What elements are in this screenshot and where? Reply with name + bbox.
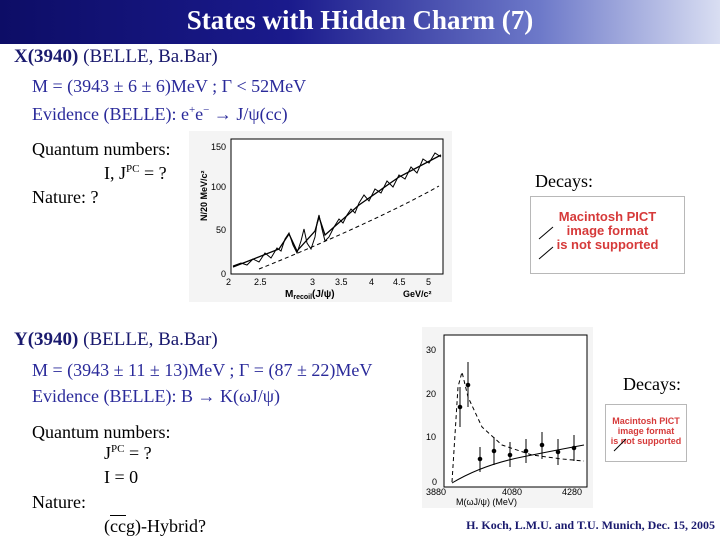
y3940-mass-line: M = (3943 ± 11 ± 13)MeV ; Γ = (87 ± 22)M… — [32, 360, 373, 380]
x3940-plot-ylabel: N/20 MeV/c² — [199, 170, 209, 221]
y3940-pict-line2: image format — [617, 426, 675, 436]
evidence-mid: e — [195, 104, 204, 124]
xlabel-main: M — [285, 289, 293, 300]
x3940-quantum-value: I, JPC = ? — [104, 163, 167, 184]
hybrid-tail: g)-Hybrid? — [125, 516, 206, 536]
y3940-pict-broken-marks — [613, 438, 627, 452]
x3940-heading: X(3940) (BELLE, Ba.Bar) — [14, 46, 218, 68]
x3940-pict-line1: Macintosh PICT — [558, 209, 657, 224]
jpc-pc: PC — [111, 443, 125, 455]
xlabel-sub: recoil — [293, 294, 312, 301]
x3940-signal-fit — [232, 154, 442, 268]
page-title: States with Hidden Charm (7) — [186, 5, 534, 35]
x3940-xtick: 3 — [310, 277, 315, 287]
y3940-experiments: (BELLE, Ba.Bar) — [78, 329, 218, 350]
x3940-ytick: 50 — [216, 225, 226, 235]
x3940-ytick: 0 — [221, 269, 226, 279]
x3940-plot-xlabel: Mrecoil(J/ψ) — [285, 289, 335, 301]
y3940-decays-label: Decays: — [623, 374, 681, 394]
x3940-decays-label: Decays: — [535, 171, 593, 191]
x3940-quantum-label: Quantum numbers: — [32, 139, 171, 159]
x3940-plot-svg: N/20 MeV/c² 150 100 50 0 2 2.5 3 3.5 4 4… — [189, 131, 452, 302]
y3940-heading: Y(3940) (BELLE, Ba.Bar) — [14, 329, 218, 351]
hybrid-cc: cc — [110, 516, 126, 536]
y3940-data-points — [457, 362, 577, 472]
x3940-nature: Nature: ? — [32, 187, 99, 207]
qn-value: I, J — [104, 163, 126, 183]
y3940-evidence: Evidence (BELLE): B → K(ωJ/ψ) — [32, 386, 281, 406]
qn-pc: PC — [126, 163, 140, 175]
y3940-quantum-label: Quantum numbers: — [32, 422, 171, 442]
footer-credit: H. Koch, L.M.U. and T.U. Munich, Dec. 15… — [466, 518, 715, 532]
y3940-ytick: 10 — [426, 432, 436, 442]
y3940-plot-svg: 30 20 10 0 3880 4080 4280 M(ωJ/ψ) (MeV) — [422, 327, 593, 508]
y3940-unsupported-image: Macintosh PICT image format is not suppo… — [605, 404, 687, 462]
y3940-pict-line1: Macintosh PICT — [612, 416, 680, 426]
evidence-suffix: → J/ψ(cc) — [209, 104, 288, 124]
x3940-name: X(3940) — [14, 46, 79, 67]
y3940-background-fit — [451, 444, 585, 484]
y3940-ytick: 30 — [426, 345, 436, 355]
y3940-ytick: 20 — [426, 389, 436, 399]
jpc-prefix: J — [104, 443, 112, 463]
x3940-ytick: 100 — [211, 182, 226, 192]
y3940-omega-jpsi-plot: 30 20 10 0 3880 4080 4280 M(ωJ/ψ) (MeV) — [422, 327, 593, 508]
jpc-tail: = ? — [124, 443, 152, 463]
y3940-peak-fit — [451, 371, 585, 483]
x3940-xtick: 3.5 — [335, 277, 348, 287]
evidence-prefix: Evidence (BELLE): e — [32, 104, 189, 124]
x3940-pict-broken-marks — [538, 226, 554, 260]
y3940-hybrid: (ccg)-Hybrid? — [104, 516, 206, 537]
y3940-xtick: 4280 — [562, 487, 582, 497]
y3940-nature: Nature: — [32, 492, 86, 512]
y3940-plot-xlabel: M(ωJ/ψ) (MeV) — [456, 497, 517, 507]
x3940-xtick: 4 — [369, 277, 374, 287]
y3940-pict-line3: is not supported — [610, 436, 682, 446]
x3940-pict-line3: is not supported — [556, 237, 659, 252]
hybrid-open: ( — [104, 516, 110, 536]
y3940-ytick: 0 — [432, 477, 437, 487]
qn-tail: = ? — [139, 163, 167, 183]
y3940-jpc: JPC = ? — [104, 443, 152, 464]
y3940-xtick: 3880 — [426, 487, 446, 497]
x3940-experiments: (BELLE, Ba.Bar) — [78, 46, 218, 67]
x3940-xtick: 2.5 — [254, 277, 267, 287]
x3940-xtick: 2 — [226, 277, 231, 287]
x3940-mass-line: M = (3943 ± 6 ± 6)MeV ; Γ < 52MeV — [32, 76, 307, 96]
x3940-plot-xunit: GeV/c² — [403, 289, 432, 299]
xlabel-tail: (J/ψ) — [312, 289, 335, 300]
x3940-xtick: 4.5 — [393, 277, 406, 287]
y3940-isospin: I = 0 — [104, 467, 139, 487]
x3940-unsupported-image: Macintosh PICT image format is not suppo… — [530, 196, 685, 274]
x3940-xtick: 5 — [426, 277, 431, 287]
y3940-xtick: 4080 — [502, 487, 522, 497]
title-bar: States with Hidden Charm (7) — [0, 0, 720, 44]
x3940-recoil-mass-plot: N/20 MeV/c² 150 100 50 0 2 2.5 3 3.5 4 4… — [189, 131, 452, 302]
y3940-name: Y(3940) — [14, 329, 79, 350]
x3940-ytick: 150 — [211, 142, 226, 152]
x3940-background-fit — [258, 185, 440, 270]
x3940-evidence: Evidence (BELLE): e+e− → J/ψ(cc) — [32, 104, 288, 124]
x3940-pict-line2: image format — [566, 223, 649, 238]
